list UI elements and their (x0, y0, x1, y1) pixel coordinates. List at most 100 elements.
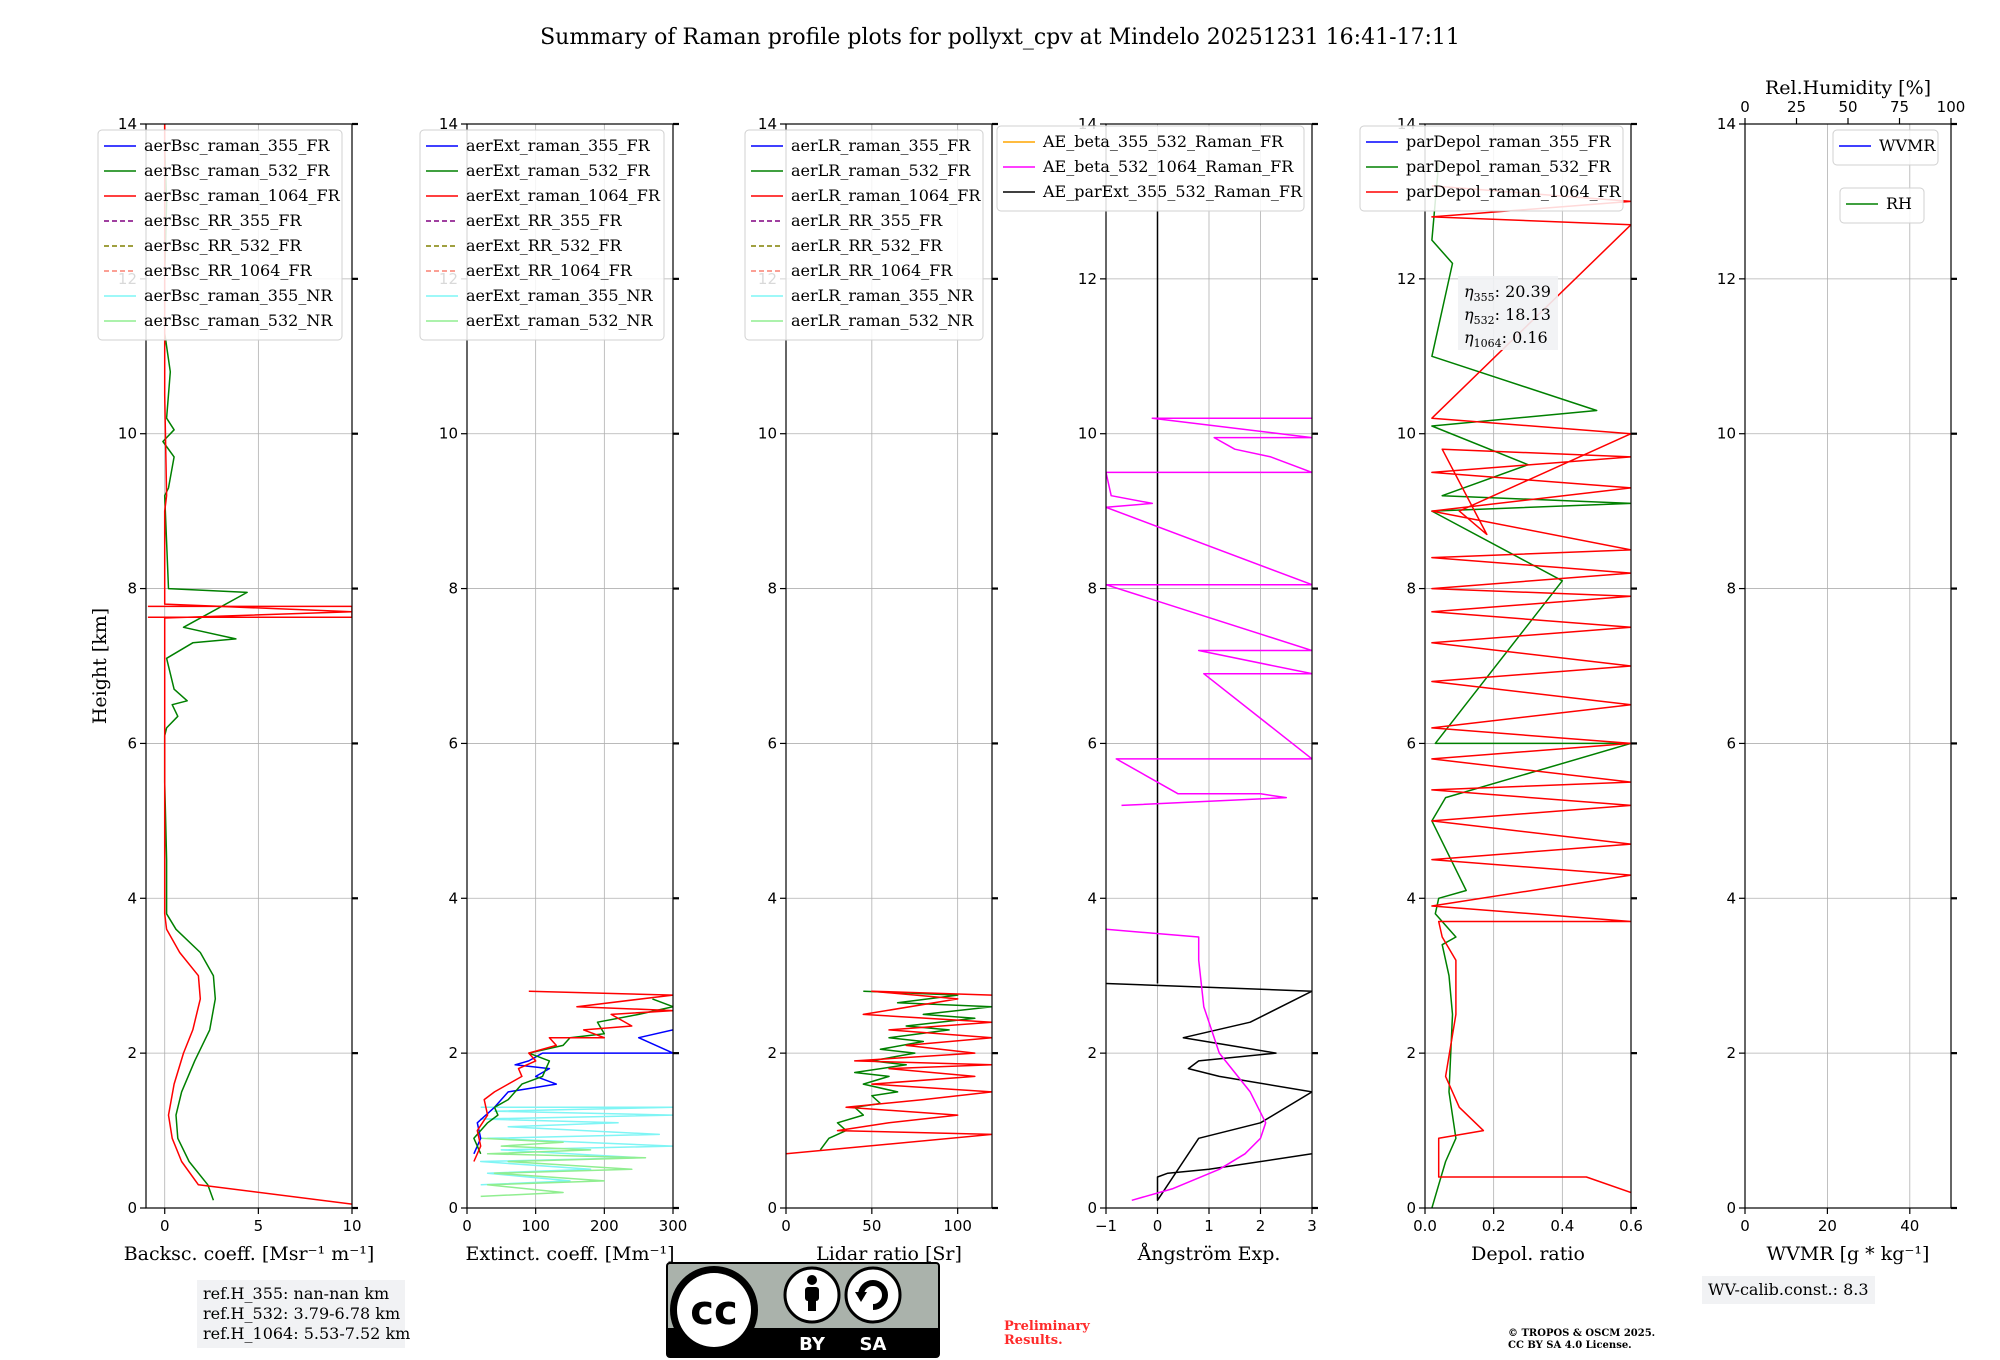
wvmr-xtick-label: 20 (1818, 1217, 1837, 1235)
backscatter-frame (145, 123, 353, 1209)
depol-ytick-label: 12 (1397, 270, 1416, 288)
depol-xtick-label: 0.4 (1550, 1217, 1574, 1235)
depol-ytick-label: 0 (1406, 1199, 1416, 1217)
eta-532-label: η532: 18.13 (1464, 305, 1551, 327)
wvmr-ytick-label: 0 (1726, 1199, 1736, 1217)
series-aerExt_raman_532_NR (480, 1137, 647, 1198)
wvmr-ytick-label: 10 (1717, 425, 1736, 443)
wvmr-top-tick-label: 100 (1937, 98, 1966, 116)
angstrom-ytick-label: 10 (1078, 425, 1097, 443)
backscatter-ytick-label: 2 (127, 1044, 137, 1062)
figure-title: Summary of Raman profile plots for polly… (540, 25, 1460, 50)
lidar_ratio-xtick-label: 50 (862, 1217, 881, 1235)
lidar_ratio-legend-label: aerLR_raman_532_FR (791, 161, 971, 180)
backscatter-legend-label: aerBsc_RR_1064_FR (144, 261, 313, 280)
lidar_ratio-xtick-label: 0 (781, 1217, 791, 1235)
refH-1064: ref.H_1064: 5.53-7.52 km (203, 1324, 411, 1343)
eta-1064-label: η1064: 0.16 (1464, 328, 1548, 350)
backscatter-legend-label: aerBsc_raman_355_NR (144, 286, 333, 305)
extinction-ytick-label: 4 (448, 889, 458, 907)
extinction-xlabel: Extinct. coeff. [Mm⁻¹] (465, 1243, 674, 1265)
depol-ytick-label: 2 (1406, 1044, 1416, 1062)
angstrom-legend-label: AE_beta_532_1064_Raman_FR (1042, 157, 1294, 176)
backscatter-xtick-label: 10 (342, 1217, 361, 1235)
angstrom-series-group (1106, 185, 1312, 1202)
extinction-legend: aerExt_raman_355_FR aerExt_raman_532_FRae… (419, 129, 665, 341)
wvmr-grid (1744, 123, 1951, 1209)
series-aerExt_raman_532_FR (473, 998, 673, 1155)
extinction-ytick-label: 10 (439, 425, 458, 443)
lidar_ratio-ytick-label: 6 (767, 734, 777, 752)
lidar_ratio-frame (785, 123, 993, 1209)
extinction-xtick-label: 100 (521, 1217, 550, 1235)
series-aerBsc_raman_1064_FR (163, 124, 352, 1205)
depol-ytick-label: 10 (1397, 425, 1416, 443)
series-aerExt_raman_1064_FR (473, 990, 673, 1162)
lidar_ratio-ytick-label: 14 (758, 115, 777, 133)
wvmr-top-label: Rel.Humidity [%] (1765, 77, 1931, 99)
depol-ytick-label: 8 (1406, 580, 1416, 598)
lidar_ratio-legend-label: aerLR_raman_355_FR (791, 136, 971, 155)
extinction-legend-box (419, 129, 665, 341)
depol-ytick-label: 4 (1406, 889, 1416, 907)
wvmr-legend-label: RH (1886, 194, 1912, 213)
angstrom-xtick-label: 2 (1256, 1217, 1266, 1235)
lidar_ratio-ytick-label: 8 (767, 580, 777, 598)
angstrom-ytick-label: 8 (1087, 580, 1097, 598)
extinction-legend-label: aerExt_raman_532_FR (466, 161, 651, 180)
wvmr-legend-label: WVMR (1879, 136, 1936, 155)
wvmr-xtick-label: 40 (1900, 1217, 1919, 1235)
depol-ytick-label: 6 (1406, 734, 1416, 752)
angstrom-ytick-label: 6 (1087, 734, 1097, 752)
extinction-legend-label: aerExt_RR_532_FR (466, 236, 623, 255)
extinction-xtick-label: 0 (462, 1217, 472, 1235)
wv-calib-text: WV-calib.const.: 8.3 (1708, 1280, 1869, 1299)
wvmr-top-tick-label: 25 (1787, 98, 1806, 116)
backscatter-xtick-label: 5 (254, 1217, 264, 1235)
lidar_ratio-series-group (786, 990, 992, 1155)
lidar_ratio-ytick-label: 0 (767, 1199, 777, 1217)
backscatter-ytick-label: 10 (118, 425, 137, 443)
angstrom-xlabel: Ångström Exp. (1137, 1243, 1281, 1265)
depol-series-group (1431, 162, 1631, 1208)
panel-extinction: 024681012140100200300Extinct. coeff. [Mm… (419, 115, 687, 1265)
extinction-legend-label: aerExt_raman_532_NR (466, 311, 654, 330)
series-AE_beta_532_1064_Raman_FR_spikes (1106, 417, 1312, 807)
series-aerLR_raman_532_FR (819, 990, 992, 1151)
copyright-line-2: CC BY SA 4.0 License. (1508, 1340, 1632, 1351)
angstrom-ytick-label: 12 (1078, 270, 1097, 288)
depol-legend-label: parDepol_raman_355_FR (1406, 132, 1612, 151)
refH-355: ref.H_355: nan-nan km (203, 1284, 390, 1303)
wvmr-ytick-label: 4 (1726, 889, 1736, 907)
series-aerLR_raman_1064_FR (786, 990, 992, 1155)
angstrom-ytick-label: 0 (1087, 1199, 1097, 1217)
backscatter-ytick-label: 14 (118, 115, 137, 133)
wvmr-ytick-label: 12 (1717, 270, 1736, 288)
cc-by-sa-logo: cc BY SA (666, 1262, 940, 1358)
wvmr-ytick-label: 2 (1726, 1044, 1736, 1062)
depol-xlabel: Depol. ratio (1471, 1243, 1585, 1265)
panel-backscatter: 024681012140510Backsc. coeff. [Msr⁻¹ m⁻¹… (89, 115, 374, 1265)
extinction-series-group (473, 990, 673, 1198)
angstrom-legend: AE_beta_355_532_Raman_FR AE_beta_532_1064… (996, 125, 1305, 212)
backscatter-series-group (147, 124, 352, 1205)
sa-label: SA (860, 1334, 887, 1355)
series-parDepol_raman_532_FR (1431, 162, 1631, 1208)
wvmr-top-tick-label: 75 (1890, 98, 1909, 116)
refH-532: ref.H_532: 3.79-6.78 km (203, 1304, 401, 1323)
wvmr-ytick-label: 8 (1726, 580, 1736, 598)
series-aerExt_raman_355_FR (473, 1029, 673, 1155)
wvmr-top-tick-label: 0 (1740, 98, 1750, 116)
share-alike-icon (855, 1280, 888, 1310)
extinction-legend-label: aerExt_raman_1064_FR (466, 186, 661, 205)
series-parDepol_raman_1064_FR (1431, 185, 1631, 1194)
extinction-ytick-label: 2 (448, 1044, 458, 1062)
extinction-xtick-label: 200 (590, 1217, 619, 1235)
backscatter-legend: aerBsc_raman_355_FR aerBsc_raman_532_FRae… (97, 129, 343, 341)
lidar_ratio-legend-label: aerLR_raman_355_NR (791, 286, 974, 305)
lidar_ratio-ytick-label: 4 (767, 889, 777, 907)
